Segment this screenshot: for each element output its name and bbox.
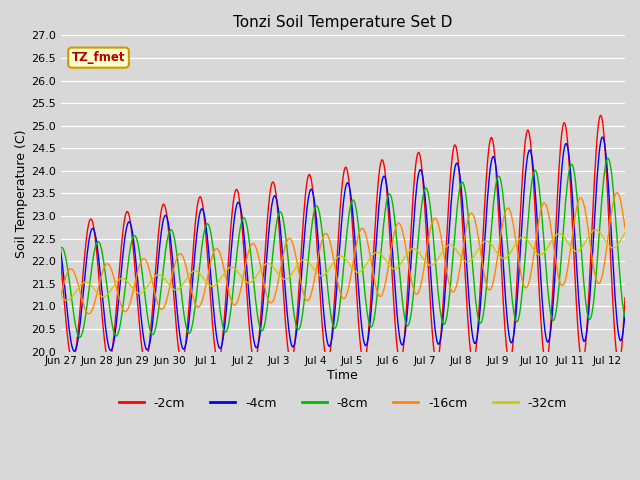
-4cm <box>621 310 629 315</box>
Line: -2cm: -2cm <box>61 115 625 363</box>
-16cm <box>57 294 65 300</box>
-32cm <box>591 227 599 233</box>
-8cm <box>57 246 65 252</box>
-32cm <box>57 293 65 299</box>
-16cm <box>84 311 92 317</box>
Text: TZ_fmet: TZ_fmet <box>72 51 125 64</box>
-2cm <box>136 323 143 328</box>
-2cm <box>621 295 629 300</box>
-4cm <box>298 264 306 270</box>
-32cm <box>319 273 327 278</box>
-4cm <box>59 265 67 271</box>
-2cm <box>597 112 605 118</box>
-16cm <box>298 286 306 291</box>
-16cm <box>614 190 621 196</box>
-4cm <box>462 255 470 261</box>
-8cm <box>604 156 612 161</box>
-4cm <box>319 306 327 312</box>
-2cm <box>298 247 305 252</box>
-4cm <box>57 247 65 253</box>
-8cm <box>136 255 144 261</box>
-16cm <box>462 225 470 231</box>
-32cm <box>476 243 484 249</box>
-4cm <box>476 309 484 315</box>
-8cm <box>462 195 470 201</box>
-32cm <box>136 290 144 296</box>
-32cm <box>63 298 70 303</box>
-32cm <box>462 259 470 264</box>
-32cm <box>59 296 67 301</box>
-8cm <box>76 335 83 340</box>
X-axis label: Time: Time <box>328 369 358 382</box>
-2cm <box>461 276 469 282</box>
-8cm <box>621 314 629 320</box>
-16cm <box>319 233 327 239</box>
-32cm <box>621 230 629 236</box>
-8cm <box>298 314 306 320</box>
Line: -32cm: -32cm <box>61 230 625 300</box>
-2cm <box>57 257 65 263</box>
-16cm <box>136 260 144 266</box>
-8cm <box>476 320 484 326</box>
-32cm <box>298 257 306 263</box>
-8cm <box>59 245 67 251</box>
-2cm <box>615 360 623 366</box>
Line: -4cm: -4cm <box>61 137 625 351</box>
-16cm <box>621 226 629 231</box>
-4cm <box>598 134 606 140</box>
-2cm <box>476 305 483 311</box>
Line: -8cm: -8cm <box>61 158 625 337</box>
-4cm <box>70 348 78 354</box>
-4cm <box>136 306 144 312</box>
-2cm <box>59 282 67 288</box>
Y-axis label: Soil Temperature (C): Soil Temperature (C) <box>15 129 28 258</box>
-16cm <box>59 285 67 291</box>
-16cm <box>476 245 484 251</box>
-8cm <box>319 240 327 246</box>
-2cm <box>319 328 326 334</box>
Legend: -2cm, -4cm, -8cm, -16cm, -32cm: -2cm, -4cm, -8cm, -16cm, -32cm <box>113 392 572 415</box>
Title: Tonzi Soil Temperature Set D: Tonzi Soil Temperature Set D <box>233 15 452 30</box>
Line: -16cm: -16cm <box>61 193 625 314</box>
